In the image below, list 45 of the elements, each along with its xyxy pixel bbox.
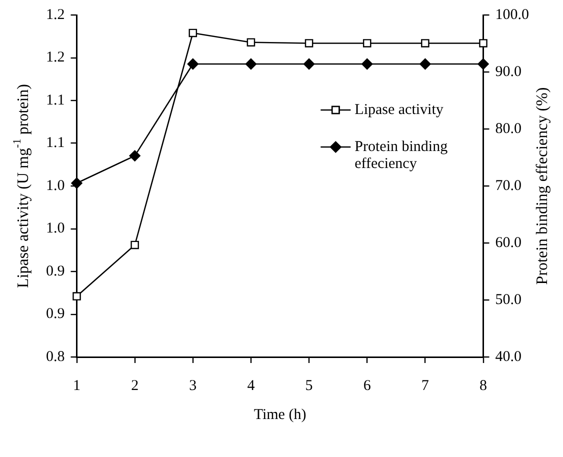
point xyxy=(479,39,488,48)
y2-tick-label: 70.0 xyxy=(495,178,522,194)
legend-label: Protein binding effeciency xyxy=(354,138,448,172)
y2-tick-label: 60.0 xyxy=(495,234,522,251)
point xyxy=(71,178,82,189)
point xyxy=(187,58,198,70)
point xyxy=(72,292,81,300)
x-tick-label: 5 xyxy=(305,378,313,394)
x-tick-label: 2 xyxy=(131,378,139,394)
point xyxy=(129,150,140,162)
point xyxy=(421,39,430,48)
y-tick-label: 0.8 xyxy=(46,348,65,365)
point xyxy=(420,58,431,70)
point xyxy=(304,39,314,48)
x-tick-label: 6 xyxy=(363,378,372,394)
y-tick-label: 1.1 xyxy=(46,92,65,108)
y2-tick-label: 40.0 xyxy=(495,348,522,365)
y-tick-label: 1.1 xyxy=(46,135,65,152)
y2-tick-label: 100.0 xyxy=(495,6,529,23)
y-tick-label: 1.0 xyxy=(46,220,65,237)
point xyxy=(303,58,315,70)
point xyxy=(130,240,139,250)
point xyxy=(188,28,198,38)
y2-tick-label: 50.0 xyxy=(495,292,522,308)
y-tick-label: 1.0 xyxy=(46,178,65,194)
y-tick-label: 0.9 xyxy=(46,263,65,280)
x-tick-label: 1 xyxy=(73,378,80,394)
x-tick-label: 7 xyxy=(421,378,430,394)
point xyxy=(245,58,257,70)
point xyxy=(478,58,489,70)
x-axis-title: Time (h) xyxy=(254,406,306,423)
y-tick-label: 1.2 xyxy=(46,6,65,23)
point xyxy=(362,58,373,70)
legend-label: Lipase activity xyxy=(354,102,444,118)
y-tick-label: 0.9 xyxy=(46,306,65,322)
y-tick-label: 1.2 xyxy=(46,50,65,66)
point xyxy=(362,39,372,48)
x-tick-label: 8 xyxy=(480,378,487,394)
point xyxy=(246,38,256,46)
x-tick-label: 4 xyxy=(247,378,256,394)
x-tick-label: 3 xyxy=(189,378,197,394)
y2-tick-label: 90.0 xyxy=(495,64,522,80)
y2-tick-label: 80.0 xyxy=(495,120,522,137)
y2-axis-title: Protein binding effeciency (%) xyxy=(534,87,552,285)
y-axis-title: Lipase activity (U mg-1 protein) xyxy=(12,84,32,288)
